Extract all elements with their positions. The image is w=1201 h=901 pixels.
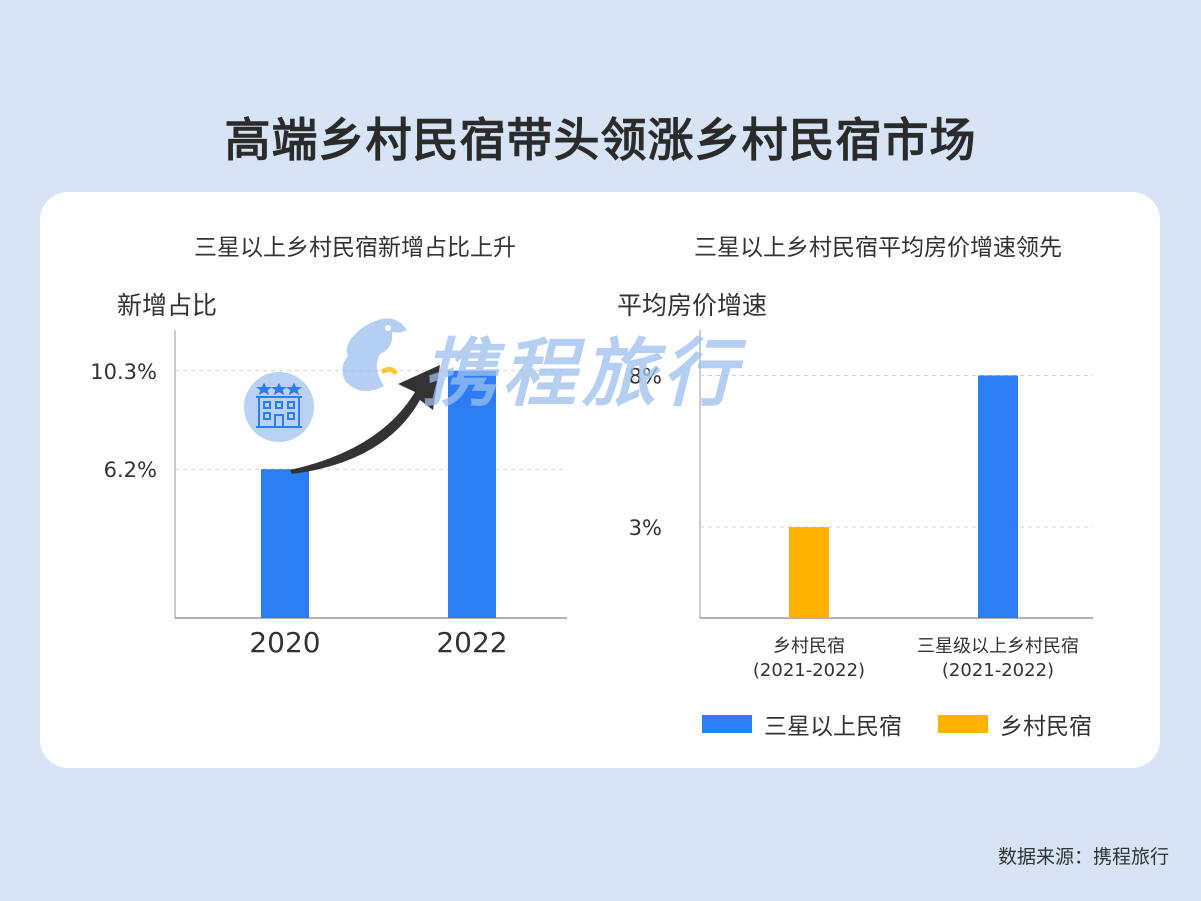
legend-label-1: 三星以上民宿 bbox=[764, 714, 902, 740]
y-tick-label: 8% bbox=[629, 364, 662, 388]
right-y-axis-label: 平均房价增速 bbox=[617, 291, 768, 320]
legend-swatch-blue bbox=[702, 715, 752, 733]
x-tick-label: 2020 bbox=[249, 626, 320, 659]
x-tick-label: 乡村民宿 bbox=[773, 636, 845, 657]
x-tick-label: 2022 bbox=[436, 626, 507, 659]
bar bbox=[789, 527, 829, 618]
x-tick-label: (2021-2022) bbox=[753, 660, 865, 681]
chart-panel bbox=[40, 192, 1160, 768]
y-tick-label: 10.3% bbox=[90, 360, 157, 384]
x-tick-label: 三星级以上乡村民宿 bbox=[917, 636, 1079, 657]
x-tick-label: (2021-2022) bbox=[942, 660, 1054, 681]
y-tick-label: 6.2% bbox=[104, 458, 157, 482]
bar bbox=[978, 375, 1018, 618]
legend-item-1: 三星以上民宿 bbox=[702, 707, 902, 741]
bar bbox=[448, 370, 496, 618]
left-chart-title: 三星以上乡村民宿新增占比上升 bbox=[194, 235, 516, 261]
hotel-building-icon bbox=[244, 372, 314, 442]
legend-item-2: 乡村民宿 bbox=[938, 707, 1092, 741]
page-title: 高端乡村民宿带头领涨乡村民宿市场 bbox=[224, 113, 977, 167]
legend-label-2: 乡村民宿 bbox=[1000, 714, 1092, 740]
left-y-axis-label: 新增占比 bbox=[117, 291, 218, 320]
y-tick-label: 3% bbox=[629, 516, 662, 540]
right-chart-title: 三星以上乡村民宿平均房价增速领先 bbox=[694, 235, 1062, 261]
bar bbox=[261, 469, 309, 618]
legend-swatch-orange bbox=[938, 715, 988, 733]
data-source-note: 数据来源：携程旅行 bbox=[997, 846, 1169, 868]
